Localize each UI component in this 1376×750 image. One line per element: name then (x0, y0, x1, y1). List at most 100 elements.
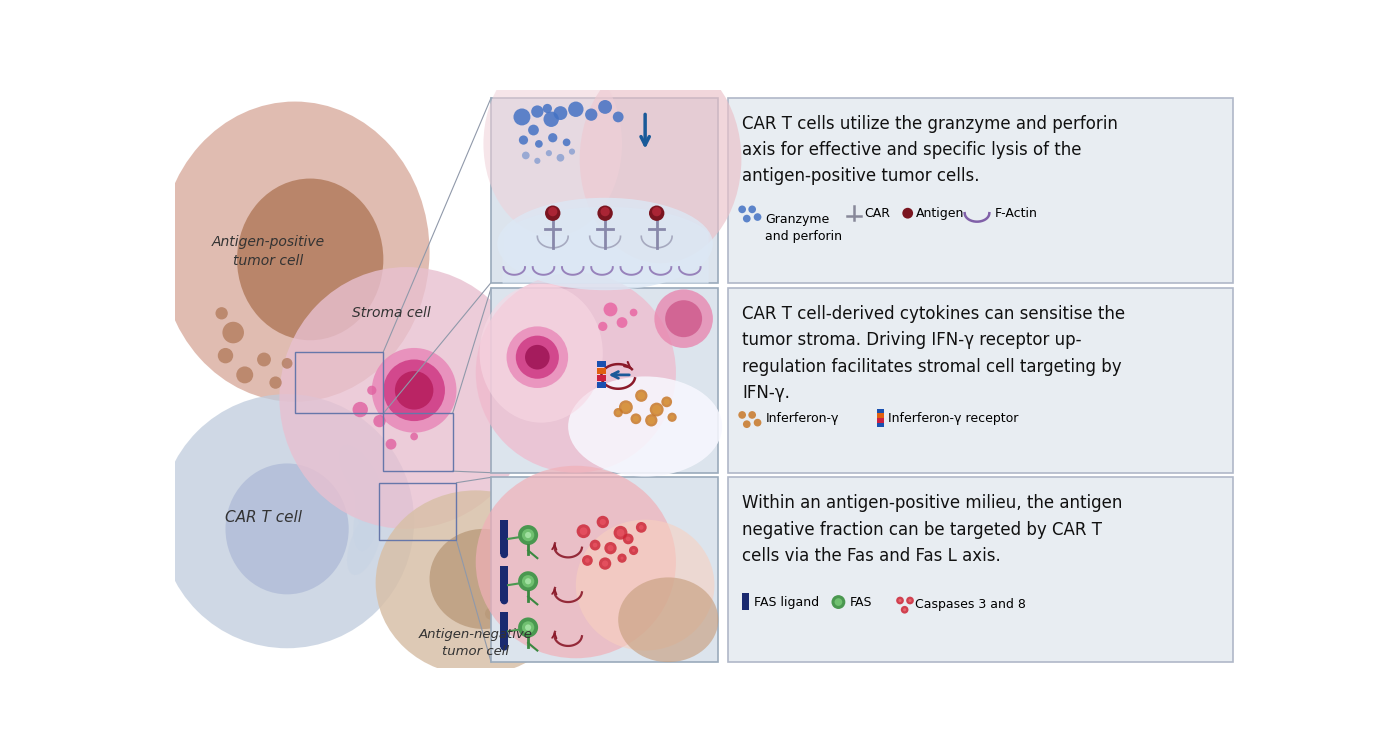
Circle shape (534, 158, 541, 164)
Circle shape (223, 322, 244, 344)
Text: CAR: CAR (864, 207, 890, 220)
Circle shape (522, 621, 534, 634)
Circle shape (501, 550, 508, 558)
Circle shape (621, 556, 623, 560)
Circle shape (614, 526, 627, 540)
Ellipse shape (476, 466, 676, 658)
Circle shape (645, 414, 658, 427)
Ellipse shape (160, 394, 414, 648)
Ellipse shape (354, 490, 380, 551)
Circle shape (632, 549, 636, 552)
Circle shape (546, 150, 552, 156)
Circle shape (548, 207, 557, 216)
Ellipse shape (354, 466, 381, 530)
Circle shape (519, 572, 538, 591)
Bar (877, 418, 883, 423)
Circle shape (593, 543, 597, 548)
Circle shape (604, 302, 618, 316)
Circle shape (535, 140, 542, 148)
Circle shape (604, 542, 616, 554)
Text: Stroma cell: Stroma cell (352, 306, 431, 320)
Circle shape (385, 439, 396, 449)
Ellipse shape (160, 101, 429, 402)
Circle shape (282, 358, 293, 369)
Bar (597, 361, 605, 368)
Circle shape (410, 433, 418, 440)
Circle shape (908, 599, 911, 602)
Circle shape (585, 558, 590, 562)
Circle shape (522, 152, 530, 159)
Circle shape (501, 597, 508, 604)
Circle shape (903, 608, 907, 611)
Text: Caspases 3 and 8: Caspases 3 and 8 (915, 598, 1026, 610)
Circle shape (217, 348, 233, 363)
Text: FAS: FAS (850, 596, 872, 608)
Circle shape (739, 411, 746, 419)
Circle shape (754, 419, 761, 427)
Circle shape (903, 208, 914, 218)
Circle shape (519, 136, 528, 145)
Circle shape (662, 397, 671, 407)
Bar (877, 423, 883, 427)
Bar (501, 566, 508, 601)
Text: FAS ligand: FAS ligand (754, 596, 819, 608)
Circle shape (545, 206, 560, 221)
Circle shape (618, 554, 626, 562)
Circle shape (739, 206, 746, 213)
Circle shape (648, 416, 655, 424)
Ellipse shape (575, 520, 714, 650)
Circle shape (655, 290, 713, 348)
Circle shape (835, 598, 842, 606)
Ellipse shape (429, 529, 538, 629)
Circle shape (614, 408, 623, 417)
Circle shape (630, 309, 637, 316)
Circle shape (599, 322, 607, 331)
Bar (877, 413, 883, 418)
Text: CAR T cell: CAR T cell (226, 510, 303, 525)
Circle shape (652, 405, 662, 414)
Circle shape (907, 597, 914, 604)
Bar (728, 477, 1233, 662)
Circle shape (544, 112, 559, 127)
Text: Antigen-negative
tumor cell: Antigen-negative tumor cell (418, 628, 533, 658)
Circle shape (270, 376, 282, 388)
Circle shape (622, 403, 630, 412)
Circle shape (395, 371, 433, 410)
Circle shape (616, 410, 621, 415)
Bar (728, 98, 1233, 283)
Circle shape (649, 206, 665, 221)
Bar (380, 483, 457, 541)
Circle shape (616, 317, 627, 328)
Circle shape (667, 413, 677, 422)
Circle shape (526, 345, 549, 370)
Ellipse shape (579, 56, 742, 263)
Circle shape (237, 367, 253, 383)
Circle shape (585, 109, 597, 121)
Circle shape (508, 576, 522, 590)
Circle shape (257, 352, 271, 367)
Circle shape (568, 148, 575, 154)
Bar (597, 382, 605, 388)
Bar (501, 612, 508, 646)
Bar (742, 592, 749, 610)
Circle shape (372, 348, 457, 433)
Circle shape (597, 206, 612, 221)
Circle shape (568, 101, 583, 117)
Circle shape (484, 608, 497, 619)
Circle shape (743, 420, 751, 428)
Text: Inferferon-γ receptor: Inferferon-γ receptor (889, 413, 1018, 425)
Text: CAR T cells utilize the granzyme and perforin
axis for effective and specific ly: CAR T cells utilize the granzyme and per… (742, 115, 1119, 185)
Ellipse shape (226, 464, 348, 594)
Circle shape (563, 139, 571, 146)
Circle shape (663, 399, 670, 405)
Circle shape (612, 112, 623, 122)
Text: Within an antigen-positive milieu, the antigen
negative fraction can be targeted: Within an antigen-positive milieu, the a… (742, 494, 1123, 565)
Circle shape (526, 625, 531, 631)
Circle shape (749, 411, 755, 419)
Bar (294, 352, 384, 413)
Circle shape (519, 525, 538, 545)
Circle shape (522, 529, 534, 542)
Text: Antigen: Antigen (916, 207, 965, 220)
Ellipse shape (279, 267, 534, 529)
Text: Antigen-positive
tumor cell: Antigen-positive tumor cell (212, 235, 325, 268)
